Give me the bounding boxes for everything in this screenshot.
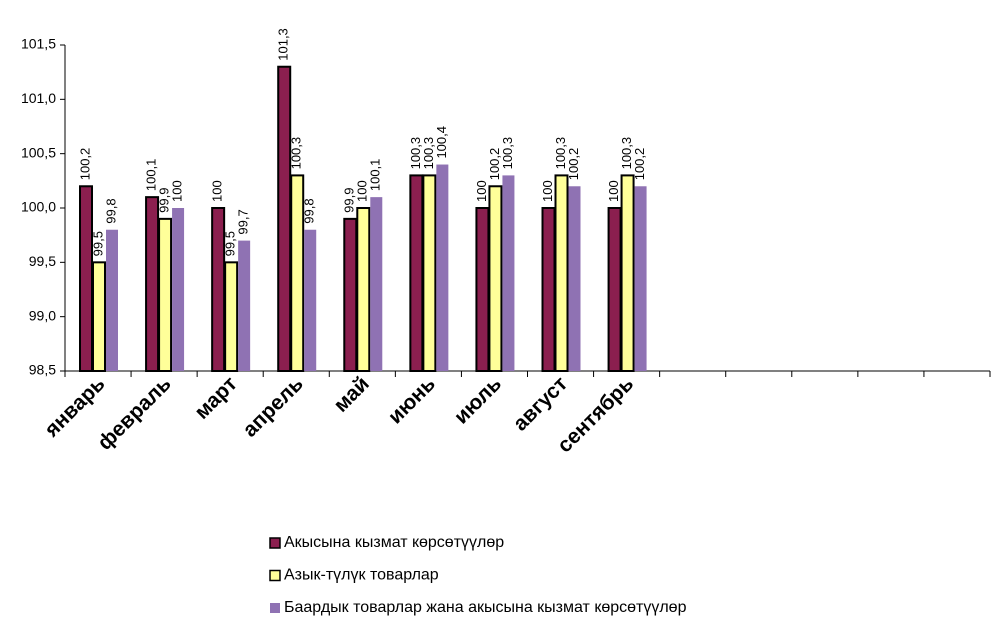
y-tick-label: 100,5: [21, 144, 56, 160]
legend-label: Азык-түлүк товарлар: [284, 567, 439, 584]
value-label: 100,2: [566, 148, 581, 181]
value-label: 100,3: [619, 137, 634, 170]
bar: [422, 174, 437, 372]
bar: [634, 186, 647, 371]
x-tick-label: июнь: [384, 372, 440, 428]
value-label: 100: [606, 180, 621, 202]
y-tick-label: 99,0: [29, 307, 56, 323]
bar: [370, 197, 383, 371]
x-tick-label: март: [190, 372, 241, 423]
bar: [277, 65, 292, 372]
bar: [343, 217, 358, 372]
value-label: 99,8: [103, 198, 118, 223]
bar: [238, 240, 251, 371]
value-label: 100,2: [77, 148, 92, 181]
y-tick-label: 101,0: [21, 90, 56, 106]
bar: [620, 174, 635, 372]
bar: [79, 185, 93, 372]
y-tick-label: 101,5: [21, 36, 56, 52]
bar: [554, 174, 569, 372]
value-label: 100: [170, 180, 185, 202]
value-label: 100,2: [632, 148, 647, 181]
x-tick-label: июль: [450, 372, 506, 428]
bar: [290, 174, 305, 372]
value-label: 100: [540, 180, 555, 202]
bar: [172, 208, 185, 371]
bar: [356, 207, 371, 372]
x-tick-label: апрель: [238, 372, 307, 441]
legend-swatch: [269, 537, 281, 549]
value-label: 100: [355, 180, 370, 202]
value-label: 99,9: [342, 188, 357, 213]
value-label: 100,3: [500, 137, 515, 170]
bar: [502, 175, 515, 371]
value-label: 100: [474, 180, 489, 202]
bar: [106, 229, 118, 371]
value-label: 100: [210, 180, 225, 202]
value-label: 99,8: [302, 198, 317, 223]
bar: [158, 217, 173, 372]
bar: [224, 261, 239, 373]
value-label: 100,1: [368, 159, 383, 192]
value-label: 100,3: [421, 137, 436, 170]
value-label: 99,5: [90, 231, 105, 256]
bar: [436, 164, 449, 371]
y-tick-label: 100,0: [21, 199, 56, 215]
bar: [304, 229, 317, 371]
x-tick-label: август: [509, 372, 572, 435]
bar: [541, 207, 556, 372]
y-tick-label: 99,5: [29, 253, 56, 269]
value-label: 99,5: [223, 231, 238, 256]
x-tick-label: май: [329, 372, 373, 416]
x-tick-label: февраль: [93, 372, 175, 454]
bar: [488, 185, 503, 372]
value-label: 100,3: [408, 137, 423, 170]
value-label: 99,9: [157, 188, 172, 213]
bar: [607, 207, 622, 372]
legend-swatch: [269, 569, 281, 582]
bar: [409, 174, 424, 372]
legend-label: Акысына кызмат көрсөтүүлөр: [284, 534, 504, 551]
y-tick-label: 98,5: [29, 362, 56, 378]
bar: [475, 207, 490, 372]
value-label: 100,3: [553, 137, 568, 170]
value-label: 100,1: [144, 159, 159, 192]
legend-swatch: [270, 603, 280, 613]
bar: [92, 261, 106, 373]
legend-label: Баардык товарлар жана акысына кызмат көр…: [284, 599, 687, 616]
value-label: 100,4: [434, 126, 449, 159]
bar: [145, 196, 160, 372]
value-label: 100,2: [487, 148, 502, 181]
bar: [568, 186, 581, 371]
value-label: 101,3: [276, 28, 291, 61]
value-label: 100,3: [289, 137, 304, 170]
value-label: 99,7: [236, 209, 251, 234]
